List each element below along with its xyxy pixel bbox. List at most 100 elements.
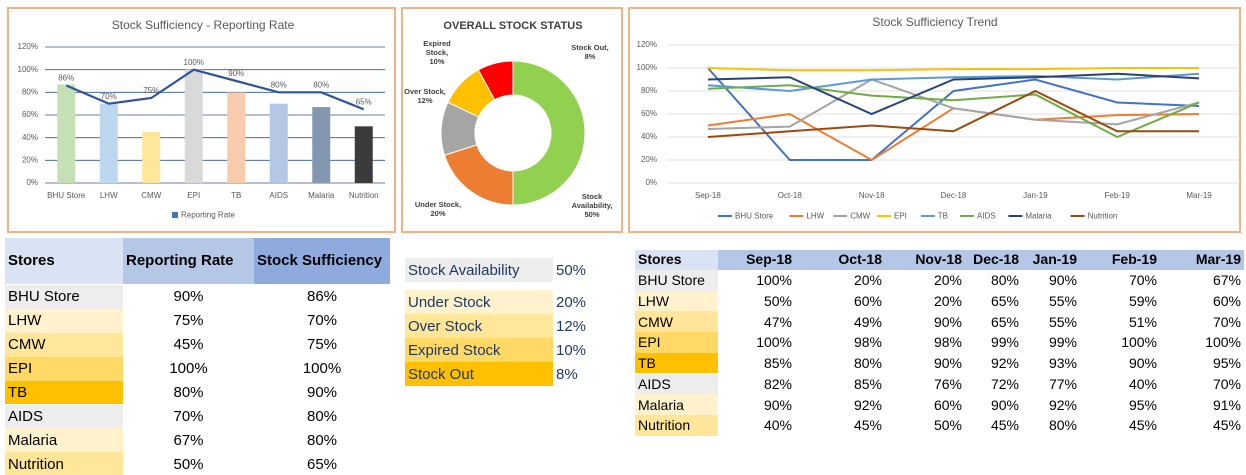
table-cell: 100% [756, 334, 792, 351]
table-cell: 85% [763, 355, 792, 372]
table-cell: 80% [990, 272, 1019, 289]
table-header-cell: Reporting Rate [123, 238, 254, 284]
data-label: Stock Out, 8% [565, 43, 615, 61]
table-cell: 50% [763, 293, 792, 310]
x-tick-label: Mar-19 [1186, 191, 1212, 200]
table-cell: 50% [173, 455, 204, 473]
table-cell: 70% [306, 312, 338, 330]
table-cell: 90% [990, 396, 1019, 413]
data-label: 70% [101, 92, 117, 101]
x-tick-label: Malaria [308, 191, 335, 200]
table-cell: 47% [763, 313, 792, 330]
table-cell: TB [635, 352, 718, 374]
table-cell: Expired Stock [405, 338, 553, 362]
table-cell: 80% [853, 355, 882, 372]
table-cell: 45% [990, 417, 1019, 434]
x-tick-label: EPI [187, 191, 200, 200]
line [707, 72, 1200, 116]
chart-title: Stock Sufficiency Trend [872, 15, 997, 29]
table-header-cell: Stock Sufficiency [254, 238, 390, 284]
table-cell: 72% [990, 375, 1019, 392]
y-tick-label: 80% [22, 87, 38, 96]
x-tick-label: TB [231, 191, 241, 200]
table-cell: 90% [173, 288, 204, 306]
legend-label: EPI [894, 212, 907, 221]
line [707, 72, 1200, 93]
slice-value: 8% [584, 52, 596, 61]
table-cell: BHU Store [5, 285, 123, 309]
table-cell: 45% [1128, 417, 1157, 434]
bar [99, 103, 118, 183]
legend-label: TB [938, 212, 948, 221]
table-cell: 100% [169, 360, 208, 378]
table-cell: Malaria [635, 394, 718, 415]
chart-title: OVERALL STOCK STATUS [443, 20, 582, 32]
table-cell: 10% [556, 341, 587, 359]
table-cell: 76% [933, 375, 962, 392]
legend-label: Reporting Rate [181, 211, 235, 220]
table-cell: 85% [853, 375, 882, 392]
table-cell: 80% [173, 384, 204, 402]
slice-value: 50% [584, 210, 600, 219]
x-tick-label: LHW [100, 191, 118, 200]
data-label: 100% [184, 58, 204, 67]
table-cell: 100% [302, 360, 342, 378]
x-tick-label: Dec-18 [941, 191, 967, 200]
table-cell: CMW [635, 311, 718, 333]
y-tick-label: 0% [645, 178, 657, 187]
table-cell: 90% [933, 313, 962, 330]
data-label: 86% [58, 74, 74, 83]
x-tick-label: Feb-19 [1105, 191, 1131, 200]
table-cell: Nutrition [5, 452, 123, 475]
x-tick-label: Oct-18 [778, 191, 803, 200]
table-cell: 8% [556, 365, 578, 383]
bar [57, 84, 76, 183]
table-header-cell: Feb-19 [1080, 250, 1160, 270]
slice-value: 20% [430, 209, 446, 218]
table-cell: 92% [1048, 396, 1077, 413]
x-tick-label: CMW [141, 191, 161, 200]
table-header-cell: Mar-19 [1160, 250, 1244, 270]
y-tick-label: 120% [637, 40, 657, 49]
table-cell: Nutrition [635, 414, 718, 436]
table-cell: 90% [306, 384, 338, 402]
y-tick-label: 20% [22, 155, 38, 164]
table-cell: 95% [1128, 396, 1157, 413]
x-tick-label: BHU Store [47, 191, 86, 200]
table-cell: 99% [990, 334, 1019, 351]
table-cell: 20% [556, 293, 587, 311]
table-cell: 67% [173, 431, 204, 449]
table-cell: 80% [306, 431, 338, 449]
table-cell: 67% [1212, 272, 1241, 289]
data-label: 90% [228, 69, 244, 78]
table-cell: 12% [556, 317, 587, 335]
table-cell: 77% [1048, 375, 1077, 392]
bar [354, 126, 373, 183]
table-cell: 20% [933, 293, 962, 310]
table-cell: Stock Availability [405, 258, 553, 282]
data-label: 80% [271, 80, 287, 89]
table-cell: 92% [853, 396, 882, 413]
slice-value: 10% [429, 57, 445, 66]
data-label: Stock Availability, 50% [567, 192, 617, 219]
legend-label: Nutrition [1088, 212, 1118, 221]
x-tick-label: Nov-18 [859, 191, 885, 200]
table-cell: 60% [853, 293, 882, 310]
table-cell: 75% [306, 336, 338, 354]
table-cell: 90% [763, 396, 792, 413]
table-cell: 90% [933, 355, 962, 372]
table-cell: Malaria [5, 428, 123, 453]
slice-name: Stock Availability, [571, 192, 613, 210]
table-cell: 60% [933, 396, 962, 413]
line [707, 84, 1200, 139]
chart-title: Stock Sufficiency - Reporting Rate [112, 18, 295, 32]
table-header-cell: Jan-19 [1022, 250, 1080, 270]
table-cell: 90% [1128, 355, 1157, 372]
x-tick-label: Sep-18 [695, 191, 721, 200]
table-cell: 65% [990, 313, 1019, 330]
table-cell: 80% [306, 407, 338, 425]
bar [312, 107, 331, 183]
table-header-cell: Oct-18 [795, 250, 885, 270]
data-label: Under Stock, 20% [413, 200, 463, 218]
y-tick-label: 0% [26, 178, 38, 187]
